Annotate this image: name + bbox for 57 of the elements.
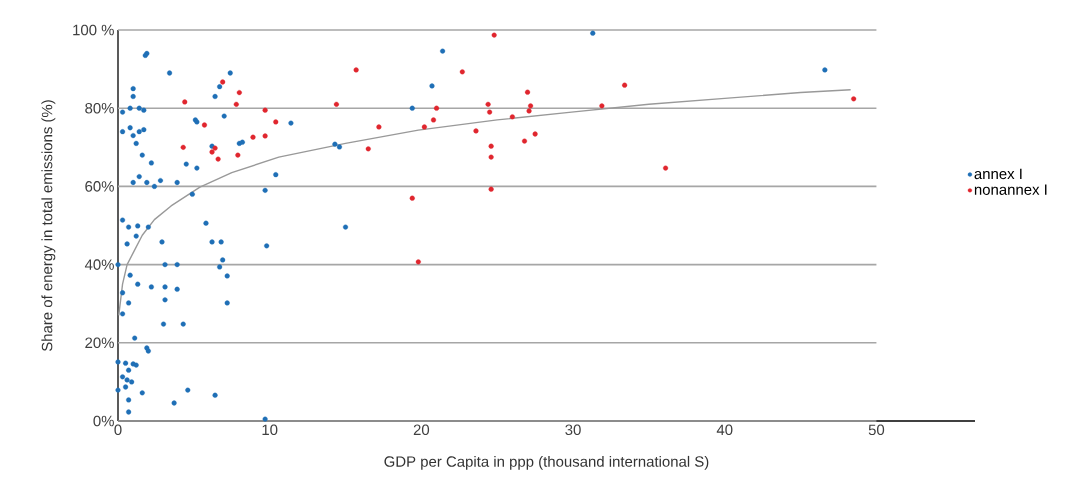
point xyxy=(528,103,534,109)
x-axis-title: GDP per Capita in ppp (thousand international S) xyxy=(384,455,709,470)
y-tick-label: 20% xyxy=(85,337,114,349)
y-axis-title: Share of energy in total emissions (%) xyxy=(41,100,56,352)
y-tick-label: 0% xyxy=(93,415,114,427)
point xyxy=(532,131,538,137)
line-series xyxy=(118,89,852,317)
point xyxy=(209,149,215,155)
x-tick-label: 30 xyxy=(565,424,581,436)
point xyxy=(526,108,532,114)
point xyxy=(233,101,239,107)
y-tick-label: 80% xyxy=(85,102,114,114)
y-tick-label: 100 % xyxy=(73,24,114,36)
point xyxy=(488,154,494,160)
point xyxy=(599,103,605,109)
point xyxy=(215,156,221,162)
point xyxy=(525,89,531,95)
point xyxy=(333,101,339,107)
point xyxy=(430,117,437,123)
point xyxy=(473,128,479,134)
x-tick-label: 20 xyxy=(413,424,430,436)
point xyxy=(250,134,256,140)
x-tick-label: 50 xyxy=(868,424,885,436)
point xyxy=(459,69,465,75)
point xyxy=(488,186,494,192)
point xyxy=(180,144,186,150)
x-tick-label: 40 xyxy=(716,424,733,436)
y-tick-label: 40% xyxy=(84,259,114,270)
point xyxy=(182,99,188,105)
point xyxy=(201,122,207,128)
point xyxy=(353,67,359,73)
point xyxy=(273,119,279,125)
legend-label: nonannex I xyxy=(974,184,1047,195)
legend-label: annex I xyxy=(974,168,1022,180)
point xyxy=(220,79,226,85)
point xyxy=(376,124,382,130)
point xyxy=(433,105,440,111)
point xyxy=(622,82,628,88)
point xyxy=(365,146,371,152)
point xyxy=(415,259,421,265)
point xyxy=(262,133,268,139)
point xyxy=(421,124,427,130)
point xyxy=(488,143,494,149)
y-tick-label: 60% xyxy=(85,181,114,192)
point xyxy=(236,90,242,96)
point xyxy=(235,152,241,158)
x-tick-label: 10 xyxy=(262,424,278,436)
point xyxy=(262,107,268,113)
point xyxy=(509,114,515,120)
point xyxy=(409,195,415,201)
point xyxy=(663,165,669,171)
point xyxy=(485,101,491,107)
point xyxy=(487,109,493,115)
point xyxy=(851,96,857,102)
point xyxy=(491,32,497,38)
x-tick-label: 0 xyxy=(114,424,122,436)
point xyxy=(521,138,528,144)
